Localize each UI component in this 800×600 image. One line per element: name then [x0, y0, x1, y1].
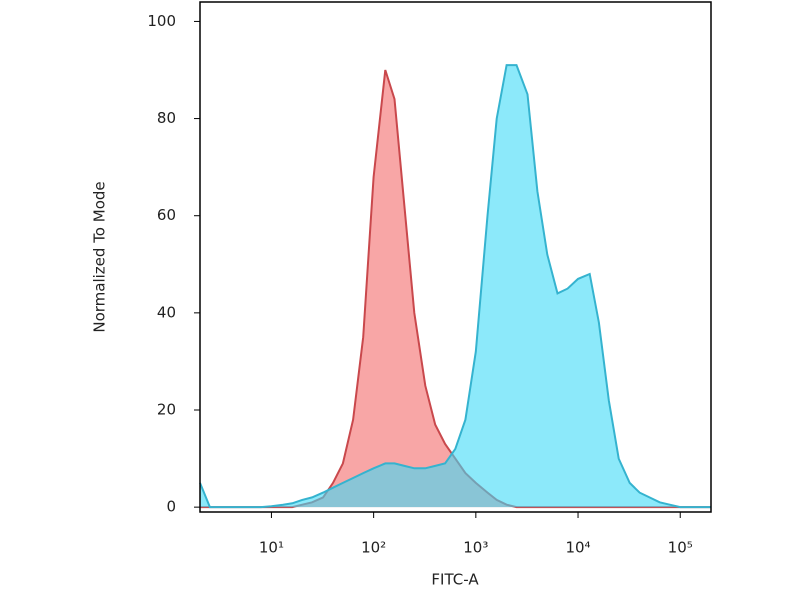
y-tick-label: 0: [166, 498, 176, 516]
x-tick-label: 10¹: [259, 539, 284, 557]
y-tick-label: 40: [157, 303, 176, 321]
y-tick-label: 60: [157, 206, 176, 224]
x-tick-label: 10³: [463, 539, 488, 557]
area-outline: [199, 64, 711, 509]
y-tick-label: 100: [147, 12, 176, 30]
x-tick-label: 10²: [361, 539, 386, 557]
x-tick-label: 10⁵: [668, 539, 693, 557]
y-tick-label: 80: [157, 109, 176, 127]
x-axis-label: FITC-A: [431, 571, 479, 589]
area-fill: [200, 65, 711, 508]
y-axis-label: Normalized To Mode: [91, 181, 109, 332]
y-tick-label: 20: [157, 401, 176, 419]
x-tick-label: 10⁴: [565, 539, 590, 557]
area-outline: [200, 69, 711, 509]
plot-frame: [199, 1, 712, 513]
area-fill: [200, 70, 711, 508]
